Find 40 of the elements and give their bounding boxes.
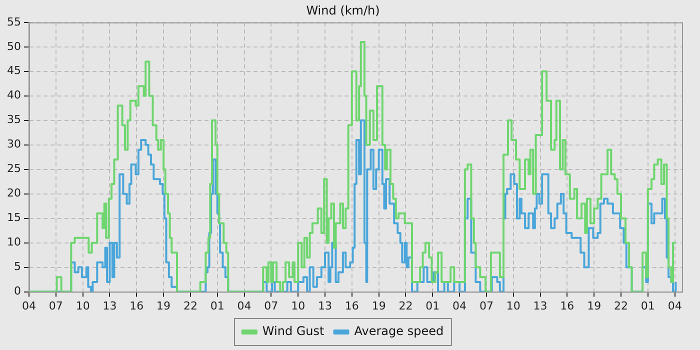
y-tick-label: 5	[14, 260, 21, 274]
x-tick-label: 13	[102, 299, 117, 312]
legend-label: Wind Gust	[262, 324, 325, 338]
x-tick-label: 13	[318, 299, 332, 312]
x-tick-label: 22	[183, 299, 198, 312]
x-tick-label: 16	[560, 299, 574, 312]
x-tick-label: 10	[291, 299, 306, 312]
y-tick-label: 25	[6, 162, 21, 176]
x-tick-label: 13	[533, 299, 548, 312]
x-tick-label: 04	[452, 299, 467, 312]
x-tick-label: 22	[398, 299, 413, 312]
x-tick-label: 10	[506, 299, 520, 312]
y-tick-label: 10	[6, 236, 21, 249]
x-tick-label: 04	[668, 299, 682, 312]
x-tick-label: 19	[372, 299, 386, 312]
y-tick-label: 15	[6, 211, 21, 224]
chart-title: Wind (km/h)	[306, 3, 380, 18]
x-tick-label: 07	[264, 299, 278, 312]
x-tick-label: 04	[237, 299, 252, 312]
y-tick-label: 35	[6, 113, 21, 126]
y-tick-label: 40	[6, 88, 21, 102]
x-tick-label: 01	[640, 299, 655, 312]
y-tick-label: 45	[6, 64, 21, 78]
y-tick-label: 0	[14, 284, 21, 298]
x-tick-label: 01	[426, 299, 440, 312]
legend-label: Average speed	[354, 324, 444, 338]
y-tick-label: 20	[6, 186, 21, 200]
x-tick-label: 22	[614, 299, 628, 312]
x-tick-label: 19	[587, 299, 602, 312]
y-tick-label: 55	[6, 15, 21, 28]
x-tick-label: 04	[22, 299, 36, 312]
x-tick-label: 07	[48, 299, 63, 312]
x-tick-label: 16	[344, 299, 359, 312]
x-tick-label: 19	[156, 299, 171, 312]
x-tick-label: 07	[479, 299, 494, 312]
y-tick-label: 50	[6, 40, 21, 53]
x-tick-label: 10	[76, 299, 90, 312]
x-tick-label: 16	[130, 299, 144, 312]
x-tick-label: 01	[210, 299, 224, 312]
y-tick-label: 30	[6, 138, 21, 151]
